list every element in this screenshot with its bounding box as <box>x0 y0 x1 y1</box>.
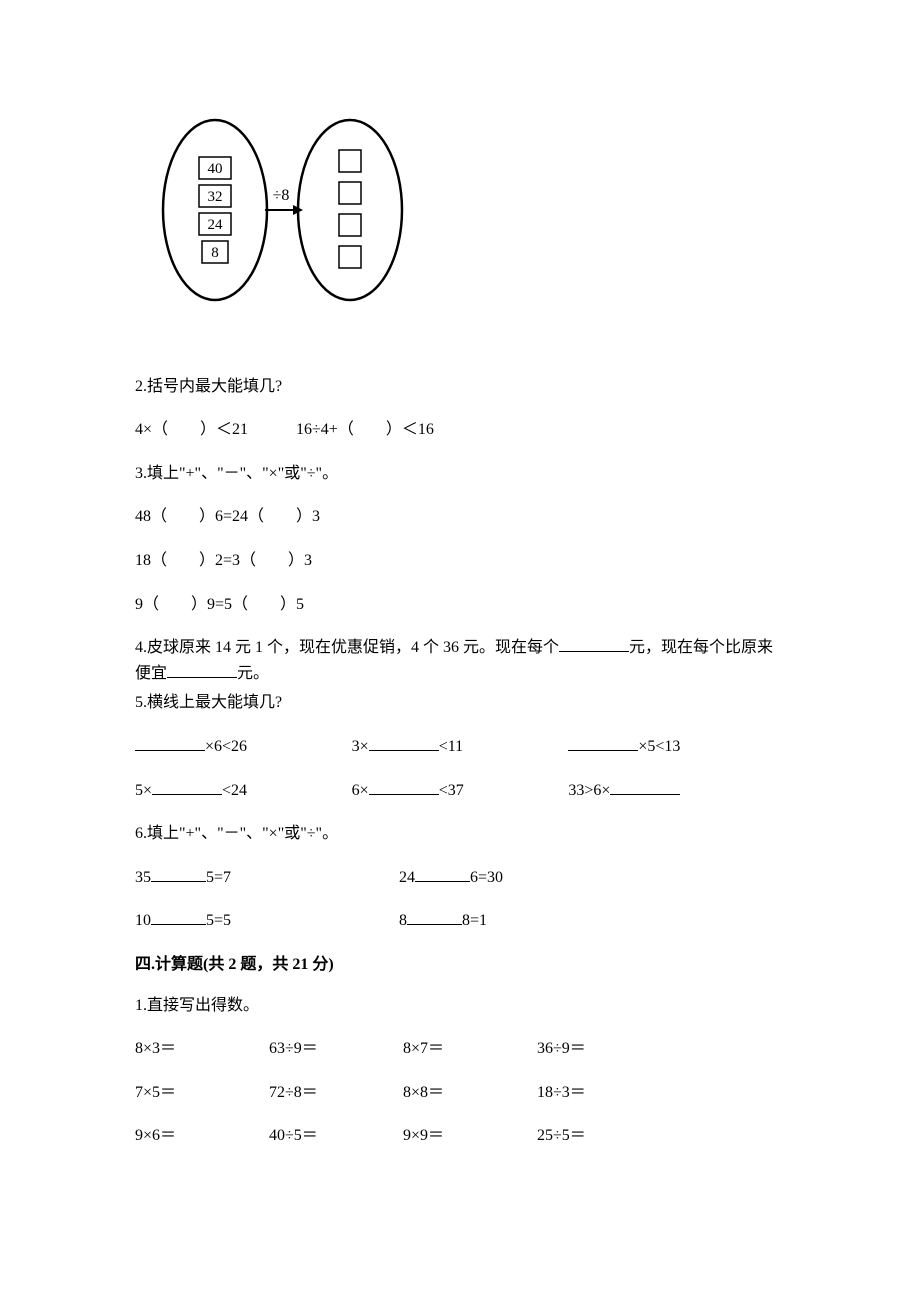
question-3-line-1: 18（ ）2=3（ ）3 <box>135 548 785 574</box>
q4-prefix: 4.皮球原来 14 元 1 个，现在优惠促销，4 个 36 元。现在每个 <box>135 639 559 656</box>
left-val-2: 24 <box>208 217 224 233</box>
q5-r0-c0-post: ×6<26 <box>205 738 247 755</box>
blank[interactable] <box>152 779 222 795</box>
calc-1-0: 7×5＝ <box>135 1080 265 1106</box>
q5-r0-c1-post: <11 <box>439 738 463 755</box>
diagram-operator: ÷8 <box>273 187 290 204</box>
calc-0-2: 8×7＝ <box>403 1036 533 1062</box>
blank[interactable] <box>369 735 439 751</box>
q5-r0-c1: 3× <11 <box>352 734 569 760</box>
calc-row-0: 8×3＝ 63÷9＝ 8×7＝ 36÷9＝ <box>135 1036 785 1062</box>
calc-2-0: 9×6＝ <box>135 1123 265 1149</box>
calc-2-2: 9×9＝ <box>403 1123 533 1149</box>
question-6-title: 6.填上"+"、"－"、"×"或"÷"。 <box>135 821 785 847</box>
calc-0-3: 36÷9＝ <box>537 1036 667 1062</box>
q6-r1-c0-a: 10 <box>135 912 151 929</box>
blank[interactable] <box>610 779 680 795</box>
blank[interactable] <box>135 735 205 751</box>
q5-r0-c2: ×5<13 <box>568 734 785 760</box>
calc-1-2: 8×8＝ <box>403 1080 533 1106</box>
question-3-title: 3.填上"+"、"－"、"×"或"÷"。 <box>135 461 785 487</box>
question-3-line-2: 9（ ）9=5（ ）5 <box>135 592 785 618</box>
q5-r1-c0-pre: 5× <box>135 782 152 799</box>
question-3-line-0: 48（ ）6=24（ ）3 <box>135 504 785 530</box>
calc-row-2: 9×6＝ 40÷5＝ 9×9＝ 25÷5＝ <box>135 1123 785 1149</box>
q6-r0-c1: 24 6=30 <box>399 865 659 891</box>
calc-1-1: 72÷8＝ <box>269 1080 399 1106</box>
section-4-header: 四.计算题(共 2 题，共 21 分) <box>135 952 785 978</box>
blank[interactable] <box>369 779 439 795</box>
q5-r0-c1-pre: 3× <box>352 738 369 755</box>
q6-r0-c1-a: 24 <box>399 869 415 886</box>
q5-r1-c0: 5× <24 <box>135 778 352 804</box>
blank[interactable] <box>407 909 462 925</box>
left-val-3: 8 <box>211 245 219 261</box>
blank[interactable] <box>151 866 206 882</box>
calc-2-3: 25÷5＝ <box>537 1123 667 1149</box>
calc-1-3: 18÷3＝ <box>537 1080 667 1106</box>
question-4: 4.皮球原来 14 元 1 个，现在优惠促销，4 个 36 元。现在每个元，现在… <box>135 635 785 686</box>
q6-r0-c0-b: 5=7 <box>206 869 231 886</box>
q6-r1-c0-b: 5=5 <box>206 912 231 929</box>
blank[interactable] <box>151 909 206 925</box>
calc-0-0: 8×3＝ <box>135 1036 265 1062</box>
q6-r0-c1-b: 6=30 <box>470 869 503 886</box>
calc-2-1: 40÷5＝ <box>269 1123 399 1149</box>
q5-r0-c2-post: ×5<13 <box>638 738 680 755</box>
q5-r1-c2: 33>6× <box>568 778 785 804</box>
q6-r1-c1: 8 8=1 <box>399 908 659 934</box>
q6-row-0: 35 5=7 24 6=30 <box>135 865 785 891</box>
question-2-expr: 4×（ ）＜21 16÷4+（ ）＜16 <box>135 417 785 443</box>
oval-division-diagram: 40 32 24 8 ÷8 <box>155 110 785 324</box>
q5-row-0: ×6<26 3× <11 ×5<13 <box>135 734 785 760</box>
q5-r1-c1-post: <37 <box>439 782 464 799</box>
q6-r1-c0: 10 5=5 <box>135 908 395 934</box>
calc-row-1: 7×5＝ 72÷8＝ 8×8＝ 18÷3＝ <box>135 1080 785 1106</box>
q5-r1-c0-post: <24 <box>222 782 247 799</box>
q6-r0-c0: 35 5=7 <box>135 865 395 891</box>
blank[interactable] <box>568 735 638 751</box>
blank[interactable] <box>415 866 470 882</box>
q5-r1-c1: 6× <37 <box>352 778 569 804</box>
q6-r0-c0-a: 35 <box>135 869 151 886</box>
q5-r1-c1-pre: 6× <box>352 782 369 799</box>
q5-row-1: 5× <24 6× <37 33>6× <box>135 778 785 804</box>
question-2-title: 2.括号内最大能填几? <box>135 374 785 400</box>
section4-q1-title: 1.直接写出得数。 <box>135 993 785 1019</box>
q5-r1-c2-pre: 33>6× <box>568 782 610 799</box>
q6-row-1: 10 5=5 8 8=1 <box>135 908 785 934</box>
q4-blank-2[interactable] <box>167 662 237 678</box>
q4-suffix: 元。 <box>237 665 269 682</box>
q6-r1-c1-a: 8 <box>399 912 407 929</box>
q4-blank-1[interactable] <box>559 636 629 652</box>
q5-r0-c0: ×6<26 <box>135 734 352 760</box>
question-5-title: 5.横线上最大能填几? <box>135 690 785 716</box>
calc-0-1: 63÷9＝ <box>269 1036 399 1062</box>
left-val-1: 32 <box>208 189 223 205</box>
left-val-0: 40 <box>208 161 223 177</box>
q6-r1-c1-b: 8=1 <box>462 912 487 929</box>
